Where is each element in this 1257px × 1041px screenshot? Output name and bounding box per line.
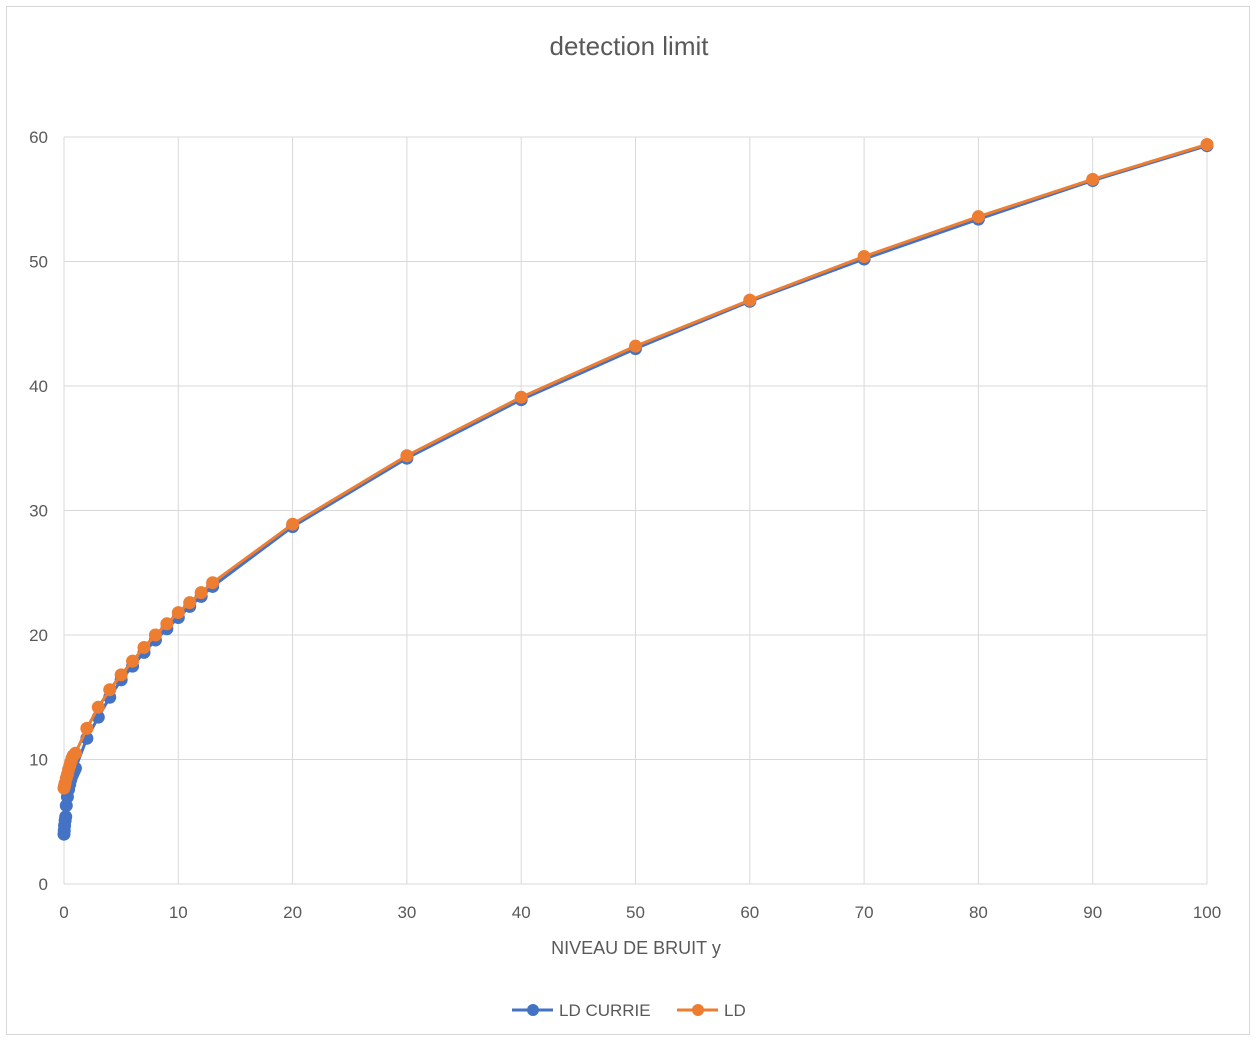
x-axis-title: NIVEAU DE BRUIT y — [551, 938, 721, 958]
data-point-ld-28 — [857, 250, 871, 264]
x-tick-label-40: 40 — [512, 903, 531, 922]
data-point-ld-24 — [400, 449, 414, 463]
x-tick-label-60: 60 — [740, 903, 759, 922]
y-tick-label-40: 40 — [29, 377, 48, 396]
y-tick-labels: 0 10 20 30 40 50 60 — [29, 128, 48, 894]
grid-layer — [63, 136, 1208, 885]
data-point-ld-26 — [629, 339, 642, 353]
y-tick-label-20: 20 — [29, 626, 48, 645]
x-tick-label-100: 100 — [1193, 903, 1221, 922]
data-point-ld-14 — [114, 668, 128, 682]
data-point-ld-15 — [126, 654, 140, 668]
data-point-ld-currie-4 — [59, 810, 73, 824]
data-point-ld-12 — [91, 700, 105, 714]
legend-label-ld-currie: LD CURRIE — [559, 1001, 651, 1020]
x-tick-label-0: 0 — [59, 903, 68, 922]
legend-item-ld: LD — [677, 1001, 746, 1020]
data-point-ld-25 — [514, 390, 528, 404]
x-tick-label-10: 10 — [169, 903, 188, 922]
chart-title: detection limit — [550, 31, 710, 61]
data-point-ld-18 — [160, 617, 174, 631]
data-point-ld-16 — [137, 640, 151, 654]
x-tick-label-70: 70 — [855, 903, 874, 922]
legend-marker-ld — [692, 1004, 704, 1016]
chart-frame: detection limit 0 10 20 30 40 50 60 0 10 20 30 40 5… — [6, 6, 1250, 1035]
chart-svg: detection limit 0 10 20 30 40 50 60 0 10 20 30 40 5… — [29, 31, 1221, 1020]
data-point-ld-31 — [1200, 137, 1214, 151]
legend: LD CURRIE LD — [512, 1001, 746, 1020]
data-point-ld-10 — [68, 746, 82, 760]
data-point-ld-21 — [194, 586, 208, 600]
data-point-ld-30 — [1086, 172, 1100, 186]
y-tick-label-10: 10 — [29, 751, 48, 770]
y-tick-label-30: 30 — [29, 502, 48, 521]
legend-label-ld: LD — [724, 1001, 746, 1020]
data-point-ld-19 — [171, 606, 185, 620]
data-point-ld-20 — [183, 596, 197, 610]
data-point-ld-29 — [971, 210, 985, 224]
x-tick-label-30: 30 — [397, 903, 416, 922]
y-tick-label-0: 0 — [39, 875, 48, 894]
data-point-ld-17 — [148, 628, 162, 642]
data-point-ld-22 — [206, 576, 220, 590]
legend-marker-ld-currie — [527, 1004, 539, 1016]
data-point-ld-27 — [743, 293, 757, 307]
legend-item-ld-currie: LD CURRIE — [512, 1001, 651, 1020]
y-tick-label-60: 60 — [29, 128, 48, 147]
x-tick-label-50: 50 — [626, 903, 645, 922]
x-tick-labels: 0 10 20 30 40 50 60 70 80 90 100 — [59, 903, 1221, 922]
y-tick-label-50: 50 — [29, 253, 48, 272]
series-ld — [57, 137, 1214, 795]
x-tick-label-90: 90 — [1083, 903, 1102, 922]
x-tick-label-80: 80 — [969, 903, 988, 922]
x-tick-label-20: 20 — [283, 903, 302, 922]
data-point-ld-11 — [80, 721, 94, 735]
series-layer — [57, 137, 1214, 841]
data-point-ld-13 — [103, 683, 117, 697]
data-point-ld-23 — [286, 517, 300, 531]
